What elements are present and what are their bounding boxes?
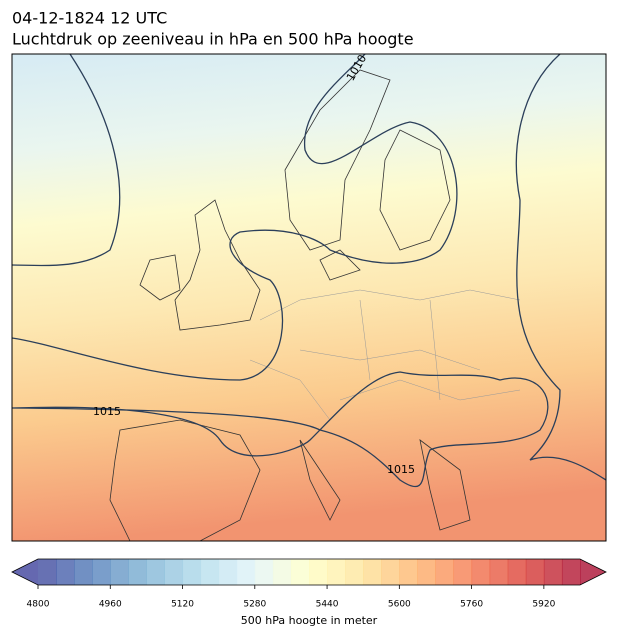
colorbar-bin (290, 559, 310, 585)
colorbar-bin (525, 559, 545, 585)
colorbar-bin (543, 559, 563, 585)
contour-label: 1015 (93, 405, 121, 418)
colorbar-bin (363, 559, 382, 585)
title: Luchtdruk op zeeniveau in hPa en 500 hPa… (12, 30, 414, 49)
colorbar-bin (92, 559, 111, 585)
colorbar-bin (272, 559, 292, 585)
colorbar-bin (218, 559, 238, 585)
colorbar-tick-label: 5440 (316, 600, 339, 610)
colorbar-bin (345, 559, 364, 585)
map-frame (11, 53, 607, 542)
height-field (12, 54, 606, 541)
colorbar: 4800 4960 5120 5280 5440 5600 5760 5920 (11, 558, 607, 610)
colorbar-extend-high (580, 559, 606, 585)
colorbar-bin (146, 559, 165, 585)
colorbar-tick-label: 4800 (27, 600, 50, 610)
colorbar-bin (182, 559, 202, 585)
colorbar-bin (507, 559, 527, 585)
colorbar-bin (561, 559, 581, 585)
colorbar-label: 500 hPa hoogte in meter (241, 614, 378, 627)
colorbar-bin (453, 559, 473, 585)
isobar (515, 54, 606, 481)
colorbar-tick-label: 5120 (171, 600, 194, 610)
colorbar-bin (489, 559, 509, 585)
colorbar-bin (471, 559, 491, 585)
isobar (12, 371, 549, 488)
contour-label: 1015 (387, 463, 415, 476)
borders (249, 289, 521, 421)
colorbar-bin (164, 559, 184, 585)
map: 1015 1010 1015 (12, 54, 606, 541)
isobar (12, 54, 121, 267)
colorbar-bin (38, 559, 57, 585)
colorbar-bin (236, 559, 256, 585)
colorbar-bin (399, 559, 418, 585)
colorbar-tick-label: 5920 (532, 600, 555, 610)
colorbar-extend-low (12, 559, 38, 585)
coastline (109, 69, 471, 541)
colorbar-bin (309, 559, 328, 585)
colorbar-outline (11, 558, 607, 586)
isobar (12, 54, 458, 381)
colorbar-bin (381, 559, 400, 585)
colorbar-tick-label: 5600 (388, 600, 411, 610)
colorbar-tick-label: 5280 (243, 600, 266, 610)
colorbar-bin (417, 559, 436, 585)
date: 04-12-1824 12 UTC (12, 9, 167, 28)
colorbar-bin (56, 559, 75, 585)
colorbar-bin (327, 559, 346, 585)
colorbar-bin (110, 559, 129, 585)
colorbar-bin (200, 559, 220, 585)
colorbar-tick-label: 4960 (99, 600, 122, 610)
colorbar-bin (254, 559, 274, 585)
colorbar-tick-label: 5760 (460, 600, 483, 610)
colorbar-bin (435, 559, 455, 585)
colorbar-bin (128, 559, 147, 585)
colorbar-bin (74, 559, 93, 585)
